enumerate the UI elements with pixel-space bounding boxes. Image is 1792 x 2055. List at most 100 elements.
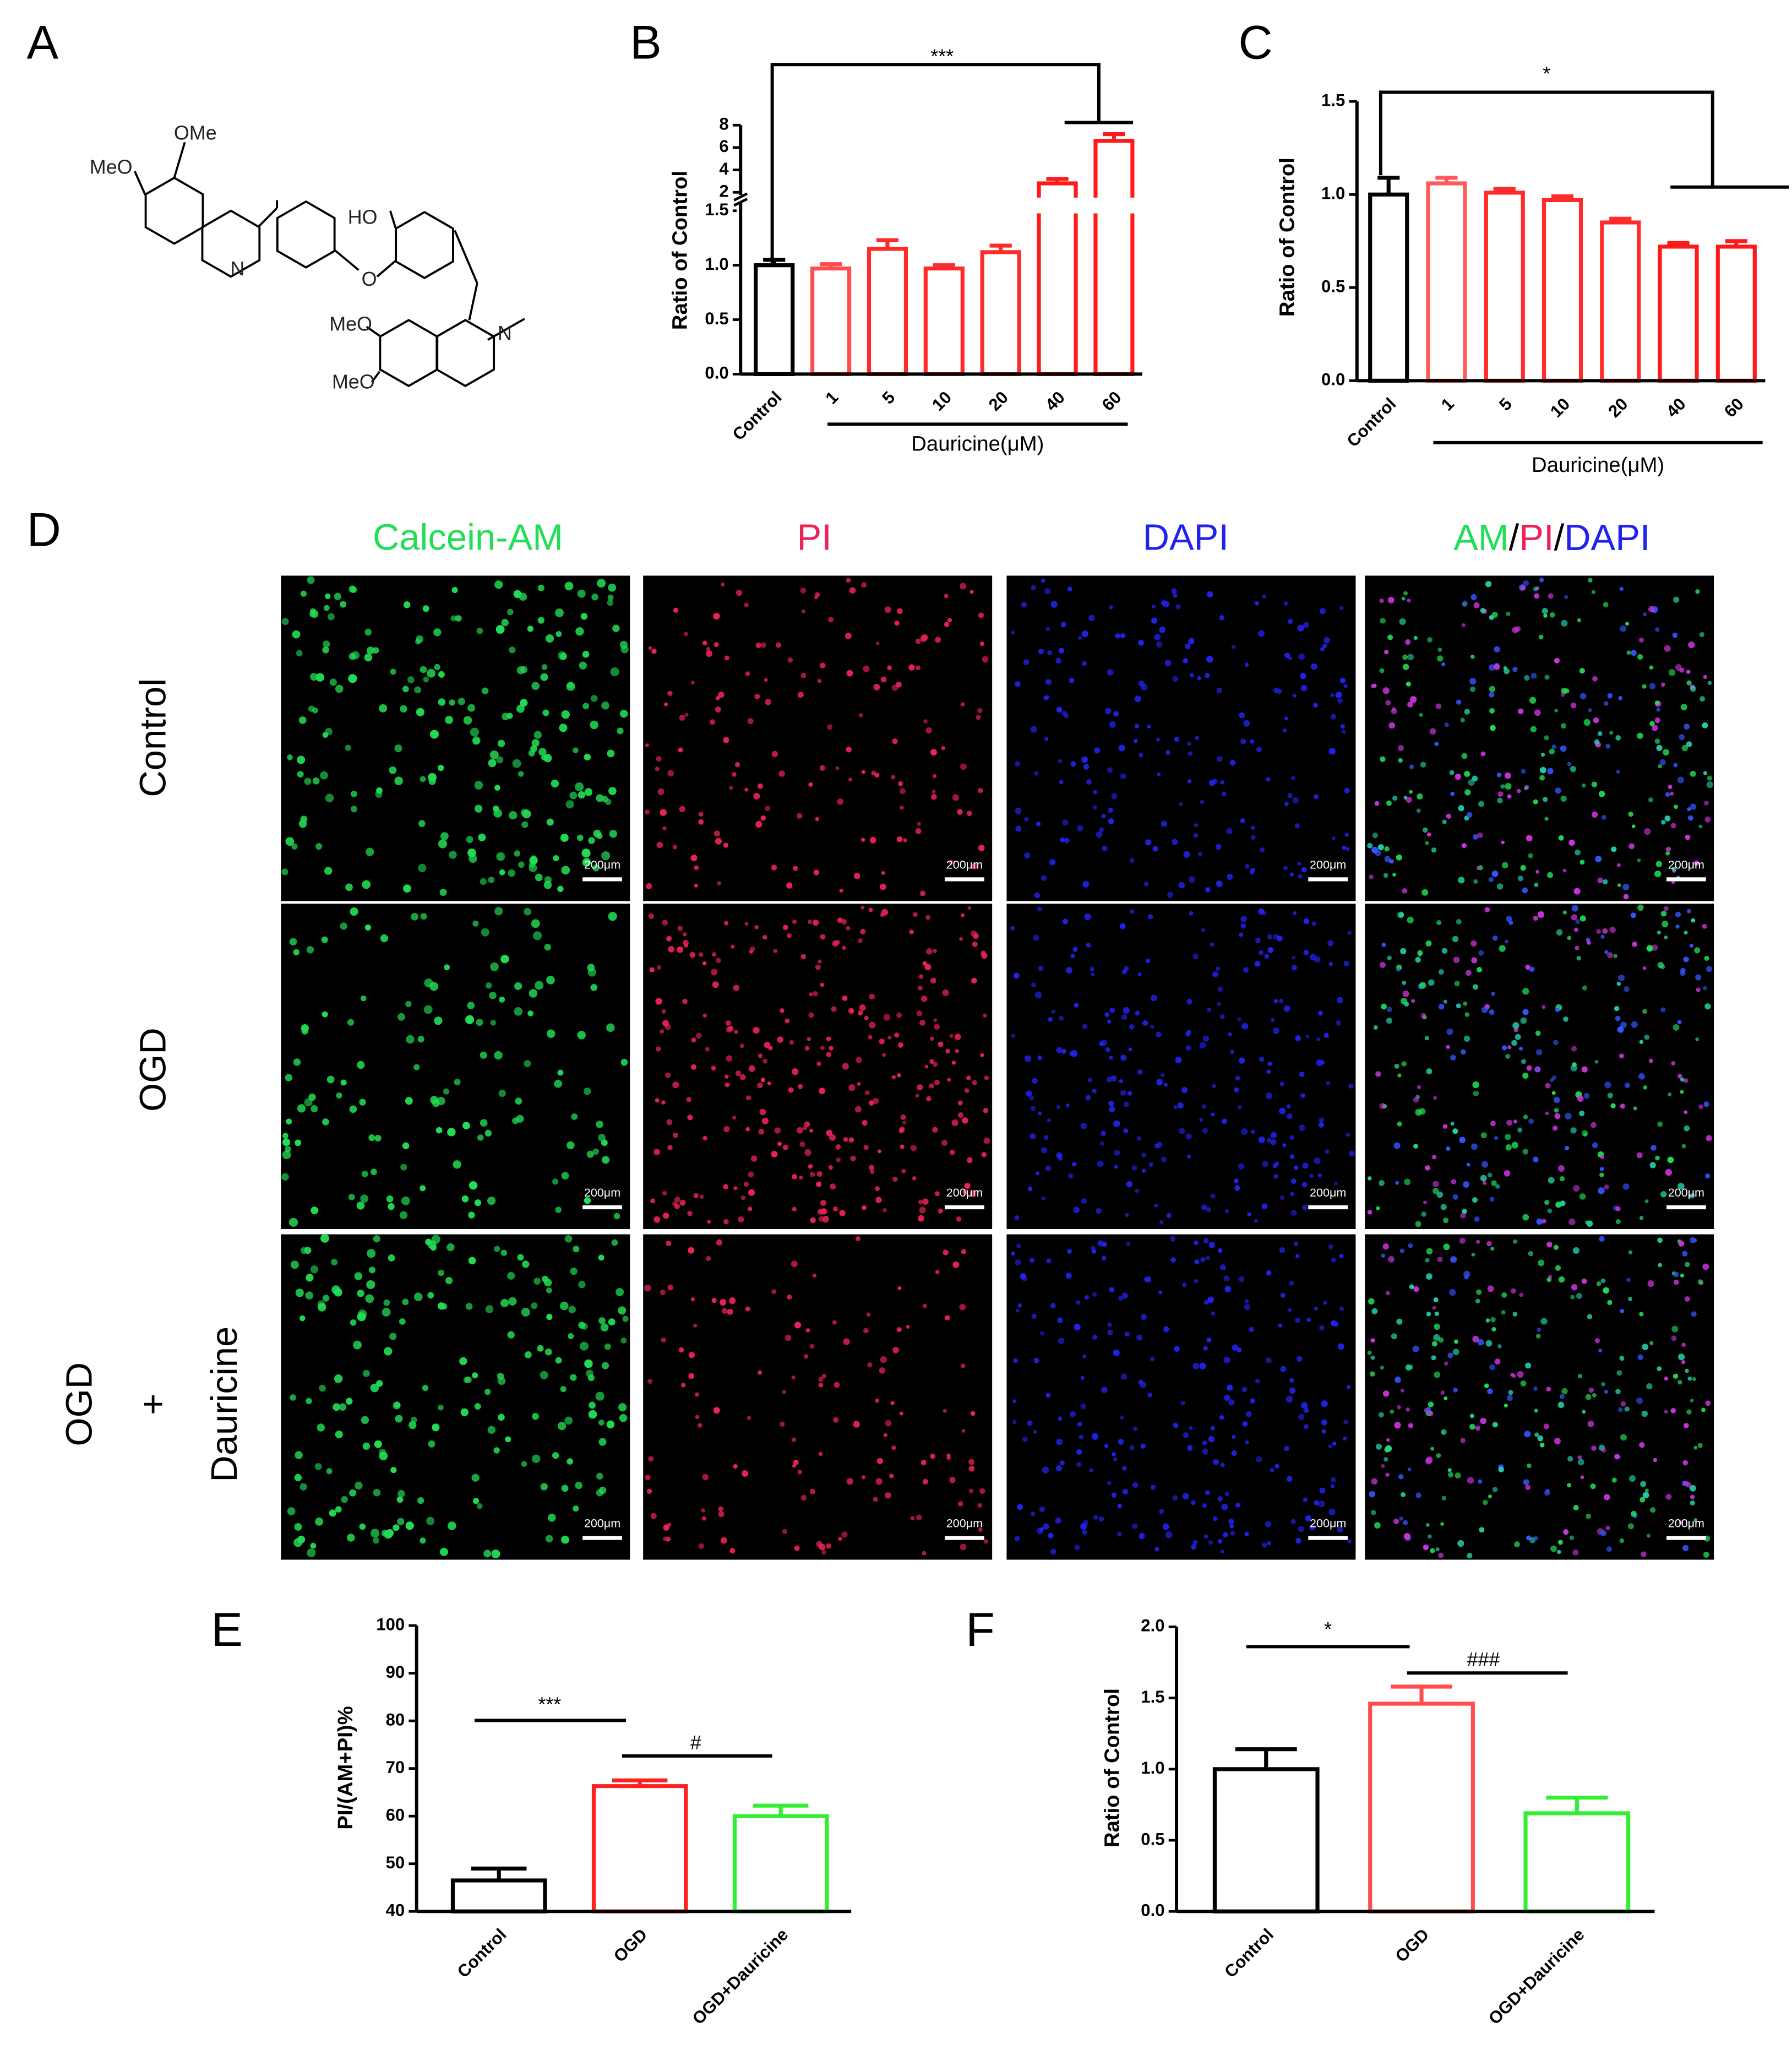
cell [1197,676,1202,681]
cell [1487,1388,1493,1395]
cell [687,1115,693,1121]
cell [1327,940,1334,947]
cell [533,731,542,739]
cell [1444,1396,1448,1400]
cell [438,1269,445,1276]
cell [1060,837,1065,842]
cell [474,804,483,813]
cell [785,1018,790,1024]
cell [1092,1292,1097,1297]
cell [281,868,288,876]
cell [809,1171,815,1177]
cell [966,1075,971,1080]
cell [1440,1522,1444,1526]
cell [1686,741,1692,748]
cell [890,1401,895,1405]
cell [1290,1210,1297,1216]
cell [620,1058,628,1066]
cell [295,1139,302,1146]
cell [1137,972,1142,977]
cell [972,941,978,947]
cell [324,593,331,600]
cell [1547,768,1554,775]
cell [1249,870,1254,876]
cell [760,1078,765,1083]
cell [699,1194,704,1199]
cell [584,754,590,760]
cell [1240,916,1247,922]
cell [565,800,574,809]
cell [1226,828,1233,835]
cell [791,1376,796,1380]
cell [860,928,866,934]
cell [315,843,323,850]
cell [1615,1206,1621,1211]
cell [1456,1003,1461,1009]
cell [701,1516,706,1521]
cell [749,946,755,952]
cell [663,1536,668,1541]
cell [341,1496,348,1503]
bar [1542,198,1583,383]
cell [1664,645,1671,652]
cell [1091,1249,1097,1254]
bond [334,249,360,271]
cell [1333,1321,1339,1327]
cell [547,1029,555,1038]
cell [1460,1438,1466,1443]
cell [1636,1397,1643,1404]
cell [1607,1092,1613,1099]
panel-label: F [966,1603,995,1656]
atom-label: N [498,322,512,344]
cell [1546,1241,1553,1248]
cell [1109,1056,1113,1060]
cell [1313,703,1318,708]
cell [900,1114,906,1120]
cell [1031,1313,1037,1319]
cell [553,855,559,862]
cell [1298,874,1303,879]
cell [1579,1193,1586,1200]
cell [1270,1467,1274,1472]
cell [976,715,981,720]
cell [1291,1178,1297,1184]
cell [1279,1247,1286,1253]
panel-label: C [1239,16,1273,69]
cell [1412,1345,1419,1352]
cell [311,1206,319,1215]
cell [711,1065,716,1071]
cell [573,747,579,753]
cell [816,1061,821,1067]
cell [1266,1069,1271,1074]
cell [1480,751,1486,757]
cell [1603,879,1608,885]
cell [532,931,542,940]
cell [1058,648,1065,654]
cell [1173,593,1178,598]
cell [1111,793,1118,800]
cell [1603,1287,1609,1294]
cell [348,1193,355,1200]
cell [645,809,650,815]
cell [854,1106,862,1113]
cell [1286,1104,1291,1109]
cell [606,1023,615,1032]
cell [910,1516,915,1520]
cell [1067,1248,1072,1254]
cell [1309,1524,1316,1531]
cell [977,1503,982,1508]
cell [946,1455,951,1460]
cell [1441,662,1446,667]
cell [661,1100,666,1105]
cell [514,1007,523,1016]
cell [1208,1242,1216,1248]
cell [841,1531,848,1538]
y-axis-label: Ratio of Control [668,171,692,330]
cell [359,1523,366,1530]
cell [1600,1278,1606,1284]
y-tick-label: 1.0 [1141,1758,1164,1777]
cell [1030,1133,1036,1139]
cell [1598,1187,1605,1194]
cell [1627,1523,1634,1530]
x-tick-label: 1 [821,388,842,408]
